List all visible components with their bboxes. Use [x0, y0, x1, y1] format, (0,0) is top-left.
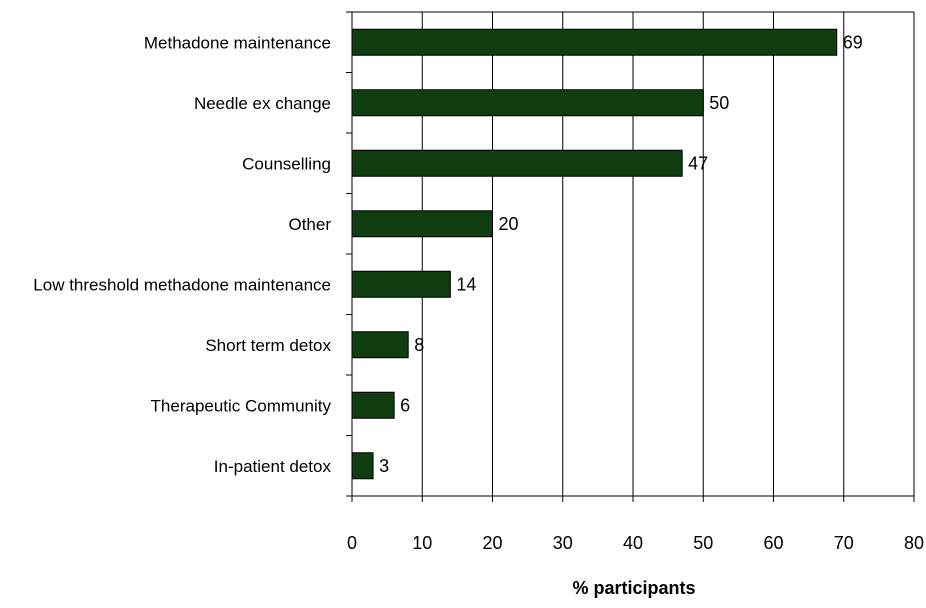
gridlines: [352, 11, 915, 496]
bar: [351, 210, 493, 238]
bar: [351, 149, 683, 177]
x-tick-label: 80: [904, 533, 924, 553]
bar: [351, 452, 374, 480]
x-axis-title: % participants: [572, 578, 695, 598]
bar: [351, 391, 395, 419]
data-label: 50: [709, 93, 729, 113]
x-tick-label: 10: [412, 533, 432, 553]
data-label: 69: [843, 32, 863, 52]
data-label: 20: [499, 214, 519, 234]
x-tick-label: 30: [553, 533, 573, 553]
x-tick-label: 60: [763, 533, 783, 553]
x-tick-label: 70: [834, 533, 854, 553]
axes: [346, 11, 915, 502]
data-label: 8: [414, 335, 424, 355]
category-label: Low threshold methadone maintenance: [33, 275, 331, 294]
data-label: 3: [379, 456, 389, 476]
bar: [351, 89, 704, 117]
data-label: 47: [688, 153, 708, 173]
category-label: Short term detox: [205, 336, 331, 355]
bar: [351, 28, 838, 56]
data-label: 14: [456, 274, 476, 294]
bar: [351, 331, 409, 359]
category-label: Counselling: [242, 154, 331, 173]
x-tick-label: 50: [693, 533, 713, 553]
data-label: 6: [400, 395, 410, 415]
x-tick-label: 0: [347, 533, 357, 553]
category-label: Needle ex change: [194, 94, 331, 113]
x-tick-label: 20: [482, 533, 502, 553]
bars: [351, 28, 838, 480]
x-tick-label: 40: [623, 533, 643, 553]
category-label: In-patient detox: [214, 457, 332, 476]
category-label: Therapeutic Community: [151, 396, 332, 415]
labels: Methadone maintenance 69 Needle ex change 5…: [33, 32, 924, 553]
category-label: Other: [288, 215, 331, 234]
category-label: Methadone maintenance: [144, 33, 331, 52]
bar: [351, 270, 451, 298]
